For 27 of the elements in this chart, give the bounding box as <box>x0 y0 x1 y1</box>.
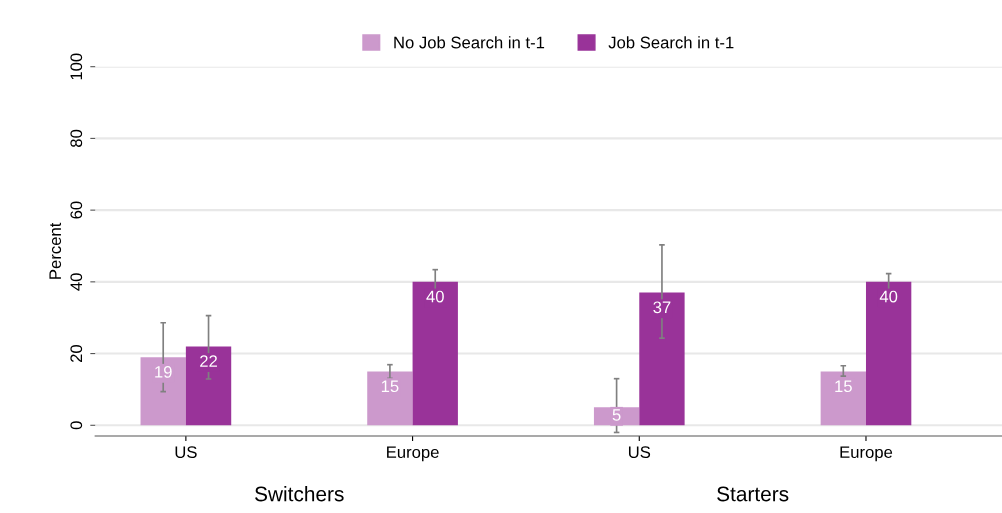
y-axis-title: Percent <box>49 222 62 279</box>
y-tick-label: 80 <box>70 129 83 147</box>
legend-label: No Job Search in t-1 <box>394 36 545 49</box>
y-tick-label: 20 <box>70 344 83 362</box>
data-label: 37 <box>653 301 671 314</box>
x-tick-label: US <box>628 446 651 459</box>
x-tick-label: Europe <box>840 446 893 462</box>
y-tick-label: 100 <box>70 53 83 80</box>
y-tick-label: 40 <box>70 273 83 291</box>
legend-label: Job Search in t-1 <box>608 36 734 49</box>
bar <box>865 281 912 426</box>
data-label: 40 <box>426 290 444 303</box>
bar <box>412 281 458 426</box>
y-tick-label: 0 <box>70 421 83 430</box>
data-label: 15 <box>381 380 399 393</box>
x-tick-label: US <box>175 446 197 459</box>
data-label: 40 <box>879 290 898 303</box>
y-tick-label: 60 <box>70 201 83 219</box>
data-label: 22 <box>200 355 217 367</box>
x-tick-label: Europe <box>387 446 439 462</box>
text: Switchers <box>255 486 344 502</box>
data-label: 5 <box>612 409 621 421</box>
data-label: 19 <box>155 365 172 378</box>
data-label: 15 <box>835 380 852 393</box>
text: Starters <box>717 486 789 502</box>
bar <box>185 346 232 426</box>
bar <box>639 292 685 426</box>
